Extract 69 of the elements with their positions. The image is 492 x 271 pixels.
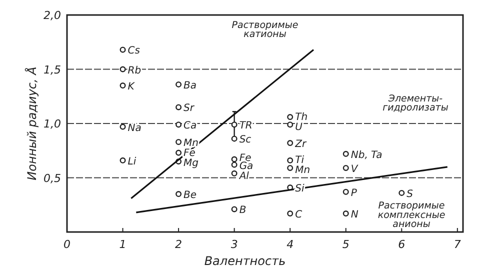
series-label: Zr [294,139,307,150]
point [287,122,294,128]
point [231,206,238,212]
series-label: Mn [184,138,199,149]
series-label: Ti [295,155,304,166]
point [342,150,349,157]
point [287,140,294,146]
annotation: Элементы-гидролизаты [382,94,449,114]
point [342,164,349,171]
point [231,170,238,176]
series-label: Li [128,156,136,168]
point [287,114,294,120]
point [231,136,238,142]
point [176,81,182,88]
series-label: Mg [184,158,199,170]
y-tick-label: 1,0 [44,118,61,130]
point [231,162,238,168]
x-tick-label: 6 [398,238,406,251]
series-label: Sc [239,134,252,146]
series-label: U [295,122,304,133]
series-label: Nb, Ta [350,150,382,161]
point [342,188,349,195]
series-label: Na [128,122,142,134]
point [176,104,182,110]
point [287,164,294,171]
point [120,46,126,53]
series-label: Mn [295,165,310,176]
point [287,157,294,164]
point [176,150,182,156]
point [287,210,294,217]
point [120,66,126,72]
series-label: V [350,164,359,175]
point [120,82,126,89]
series-label: Be [184,190,197,202]
series-label: N [350,210,359,221]
point [231,156,238,162]
point [176,138,182,145]
series-label: Cs [128,46,140,57]
point [342,210,349,217]
annotation: Растворимые катионы [232,20,298,40]
series-label: Sr [184,103,195,114]
point [120,157,126,164]
x-axis-title: Валентность [204,254,286,268]
x-tick-label: 1 [119,238,126,251]
series-label: K [128,82,136,93]
x-tick-label: 5 [342,238,350,251]
point [120,124,126,130]
x-tick-label: 3 [230,238,238,251]
series-label: P [350,188,358,199]
series-label: Ca [184,120,197,132]
annotation: Растворимые комплексные анионы [378,200,446,230]
point [231,122,238,128]
series-label: B [239,205,246,216]
x-tick-label: 0 [64,238,70,251]
y-tick-label: 0,5 [44,172,61,185]
point [176,122,182,128]
series-label: C [295,210,302,221]
x-tick-label: 7 [454,238,461,251]
y-axis-title: Ионный радиус, Å [24,66,39,180]
point [398,190,405,196]
point [176,191,182,198]
series-label: Ba [184,80,197,92]
series-label: Th [295,112,308,123]
y-tick-label: 1,5 [44,63,61,76]
series-label: TR [239,120,252,132]
x-tick-label: 2 [175,238,182,251]
x-tick-label: 4 [286,238,294,251]
series-label: S [406,188,414,200]
y-tick-label: 2,0 [44,9,61,22]
